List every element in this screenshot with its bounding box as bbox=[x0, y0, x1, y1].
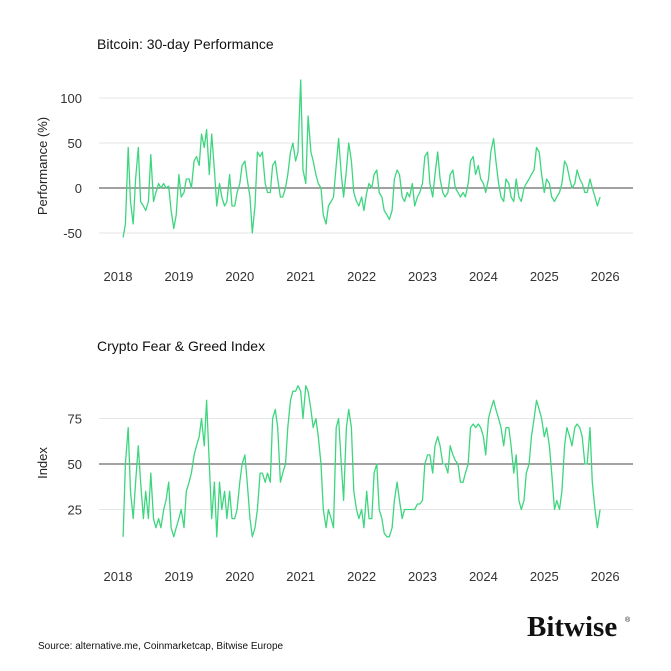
x-tick-label: 2021 bbox=[286, 269, 315, 284]
y-tick-label: -50 bbox=[63, 226, 82, 241]
x-tick-label: 2020 bbox=[225, 269, 254, 284]
x-tick-label: 2022 bbox=[347, 269, 376, 284]
y-tick-label: 50 bbox=[68, 457, 82, 472]
x-tick-label: 2023 bbox=[408, 269, 437, 284]
fear-greed-series-line bbox=[122, 385, 601, 538]
x-tick-label: 2026 bbox=[591, 569, 620, 584]
performance-chart: Bitcoin: 30-day Performance Performance … bbox=[35, 36, 633, 284]
x-tick-label: 2025 bbox=[530, 569, 559, 584]
y-tick-label: 100 bbox=[60, 91, 82, 106]
y-tick-labels: 100 50 0 -50 bbox=[60, 91, 82, 241]
registered-mark-icon: ® bbox=[625, 616, 631, 624]
x-tick-label: 2019 bbox=[164, 269, 193, 284]
y-tick-label: 75 bbox=[68, 412, 82, 427]
x-tick-label: 2021 bbox=[286, 569, 315, 584]
x-tick-label: 2023 bbox=[408, 569, 437, 584]
y-tick-label: 0 bbox=[75, 181, 82, 196]
x-tick-label: 2019 bbox=[164, 569, 193, 584]
x-tick-label: 2024 bbox=[469, 269, 498, 284]
x-tick-label: 2020 bbox=[225, 569, 254, 584]
y-tick-labels: 75 50 25 bbox=[68, 412, 82, 518]
x-tick-label: 2024 bbox=[469, 569, 498, 584]
gridlines bbox=[99, 418, 633, 510]
x-tick-labels: 2018 2019 2020 2021 2022 2023 2024 2025 2026 bbox=[104, 569, 620, 584]
chart-title: Crypto Fear & Greed Index bbox=[97, 338, 265, 354]
y-axis-label: Index bbox=[35, 447, 50, 479]
x-tick-label: 2026 bbox=[591, 269, 620, 284]
x-tick-labels: 2018 2019 2020 2021 2022 2023 2024 2025 2026 bbox=[104, 269, 620, 284]
y-tick-label: 50 bbox=[68, 136, 82, 151]
y-axis-label: Performance (%) bbox=[35, 117, 50, 215]
fear-greed-chart: Crypto Fear & Greed Index Index 75 50 25 2… bbox=[35, 338, 633, 584]
x-tick-label: 2022 bbox=[347, 569, 376, 584]
performance-series-line bbox=[122, 79, 601, 238]
chart-title: Bitcoin: 30-day Performance bbox=[97, 36, 274, 52]
bitwise-logo: Bitwise ® bbox=[527, 611, 631, 643]
gridlines bbox=[99, 97, 633, 234]
logo-text: Bitwise bbox=[527, 611, 617, 643]
x-tick-label: 2018 bbox=[104, 269, 133, 284]
y-tick-label: 25 bbox=[68, 503, 82, 518]
x-tick-label: 2018 bbox=[104, 569, 133, 584]
x-tick-label: 2025 bbox=[530, 269, 559, 284]
source-note: Source: alternative.me, Coinmarketcap, B… bbox=[38, 641, 284, 652]
